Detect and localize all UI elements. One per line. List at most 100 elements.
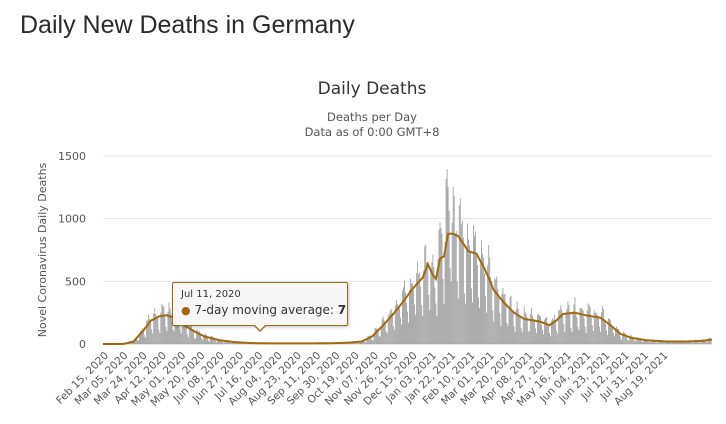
bar <box>401 324 402 344</box>
bar <box>675 340 676 344</box>
bar <box>409 289 410 344</box>
bar <box>191 329 193 344</box>
bar <box>223 342 225 344</box>
bar <box>496 276 498 344</box>
bar <box>488 244 490 344</box>
bar <box>405 292 406 344</box>
bar <box>554 314 556 344</box>
bar <box>179 329 181 344</box>
bar <box>143 330 145 344</box>
bar <box>706 342 708 344</box>
bar <box>397 306 399 344</box>
tooltip-value: 7 <box>337 303 347 317</box>
bar <box>410 278 411 344</box>
bar <box>174 317 176 344</box>
bar <box>366 338 368 344</box>
bar <box>522 318 524 344</box>
bar <box>628 340 630 344</box>
bar <box>161 303 163 344</box>
bar <box>150 322 152 344</box>
bar <box>646 340 648 344</box>
bar <box>475 231 476 344</box>
bar <box>146 320 148 344</box>
bar <box>606 330 607 344</box>
bar <box>556 330 558 344</box>
bar <box>525 313 527 344</box>
bar <box>629 335 631 344</box>
bar <box>447 187 449 344</box>
bar <box>591 325 593 344</box>
bar <box>404 280 405 344</box>
bar <box>450 281 452 344</box>
bar <box>469 245 470 344</box>
bar <box>518 316 520 344</box>
bar <box>576 317 578 344</box>
bar <box>375 328 377 344</box>
bar <box>363 340 365 344</box>
page-title: Daily New Deaths in Germany <box>20 11 355 39</box>
bar <box>379 336 381 344</box>
bar <box>549 333 551 344</box>
bar <box>574 297 576 344</box>
bar <box>506 323 508 344</box>
bar <box>544 319 545 344</box>
bar <box>385 331 387 344</box>
bar <box>479 307 480 344</box>
bar <box>377 329 379 344</box>
bar <box>654 341 656 344</box>
bar <box>148 314 150 344</box>
bar <box>471 288 472 344</box>
bar <box>383 320 385 344</box>
bar <box>423 270 425 344</box>
bar <box>612 327 613 344</box>
bar <box>220 339 222 344</box>
bar <box>480 259 481 344</box>
bar <box>429 310 431 344</box>
bar <box>683 341 684 344</box>
bar <box>431 262 433 344</box>
bar <box>408 322 409 344</box>
bar <box>184 326 186 344</box>
bar <box>608 318 609 344</box>
bar <box>159 333 161 344</box>
bar <box>445 178 447 344</box>
bar <box>571 332 573 344</box>
bar <box>152 333 154 344</box>
bar <box>643 339 645 344</box>
chart-tooltip: Jul 11, 2020 ● 7-day moving average: 7 <box>172 282 348 332</box>
bar <box>406 302 407 344</box>
bar <box>504 293 506 344</box>
bar <box>500 326 502 344</box>
bar <box>481 240 483 344</box>
bar <box>617 328 619 344</box>
bar <box>199 330 200 344</box>
bar <box>151 329 153 344</box>
bar <box>705 341 707 344</box>
bar <box>201 337 202 344</box>
bar <box>158 329 160 344</box>
bar <box>552 317 554 344</box>
bar <box>685 342 687 344</box>
bar <box>561 309 563 344</box>
bar <box>202 340 203 344</box>
bar <box>710 338 712 344</box>
bar <box>415 315 417 344</box>
bar <box>491 281 493 344</box>
bar <box>592 331 594 344</box>
bar <box>602 309 604 344</box>
bar <box>548 325 549 344</box>
bar <box>490 276 492 344</box>
moving-average-line <box>103 232 713 345</box>
bar <box>478 297 479 344</box>
bar <box>211 335 213 344</box>
bar <box>635 341 637 344</box>
bar <box>458 205 460 344</box>
bar <box>682 340 683 344</box>
bar <box>451 222 453 344</box>
bar <box>229 342 231 344</box>
bar <box>439 222 441 344</box>
bar <box>672 341 673 344</box>
bar <box>364 341 366 344</box>
bar <box>484 273 486 344</box>
bar <box>614 336 615 344</box>
